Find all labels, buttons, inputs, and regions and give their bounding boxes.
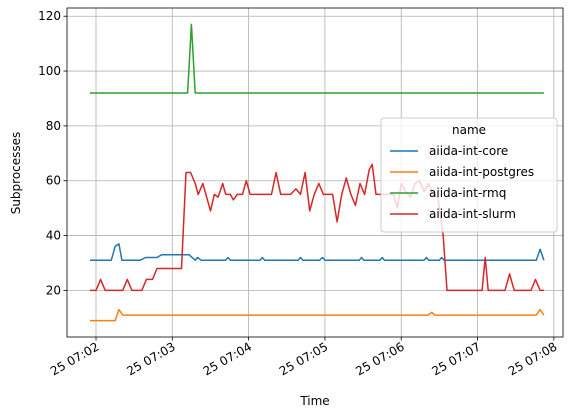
legend-box	[380, 117, 558, 233]
y-tick-label: 80	[46, 119, 61, 133]
x-tick-label: 25 07:06	[353, 339, 406, 378]
series-line-aiida-int-core	[89, 243, 545, 261]
series-line-aiida-int-rmq	[89, 23, 544, 94]
series-line-aiida-int-postgres	[89, 308, 545, 322]
plot-area-frame	[66, 7, 564, 338]
x-tick-label: 25 07:05	[277, 339, 330, 378]
y-axis-label: Subprocesses	[9, 132, 23, 215]
y-tick-label: 100	[38, 64, 61, 78]
legend-entry-aiida-int-core: aiida-int-core	[429, 144, 508, 158]
x-tick-label: 25 07:08	[506, 339, 559, 378]
y-axis: 20 40 60 80 100 120	[38, 9, 67, 297]
x-axis-label: Time	[299, 394, 329, 408]
y-tick-label: 60	[46, 174, 61, 188]
legend-entry-aiida-int-rmq: aiida-int-rmq	[429, 186, 506, 200]
legend-title: name	[452, 123, 486, 137]
x-tick-label: 25 07:03	[124, 339, 177, 378]
x-tick-label: 25 07:02	[48, 339, 101, 378]
y-tick-label: 20	[46, 283, 61, 297]
legend: name aiida-int-core aiida-int-postgres aii…	[380, 117, 558, 233]
y-tick-label: 120	[38, 9, 61, 23]
x-tick-label: 25 07:04	[201, 339, 254, 378]
x-tick-label: 25 07:07	[430, 339, 483, 378]
y-tick-label: 40	[46, 229, 61, 243]
x-axis: 25 07:02 25 07:03 25 07:04 25 07:05 25 07:06…	[48, 337, 559, 378]
legend-entry-aiida-int-postgres: aiida-int-postgres	[429, 165, 534, 179]
legend-entry-aiida-int-slurm: aiida-int-slurm	[429, 207, 516, 221]
